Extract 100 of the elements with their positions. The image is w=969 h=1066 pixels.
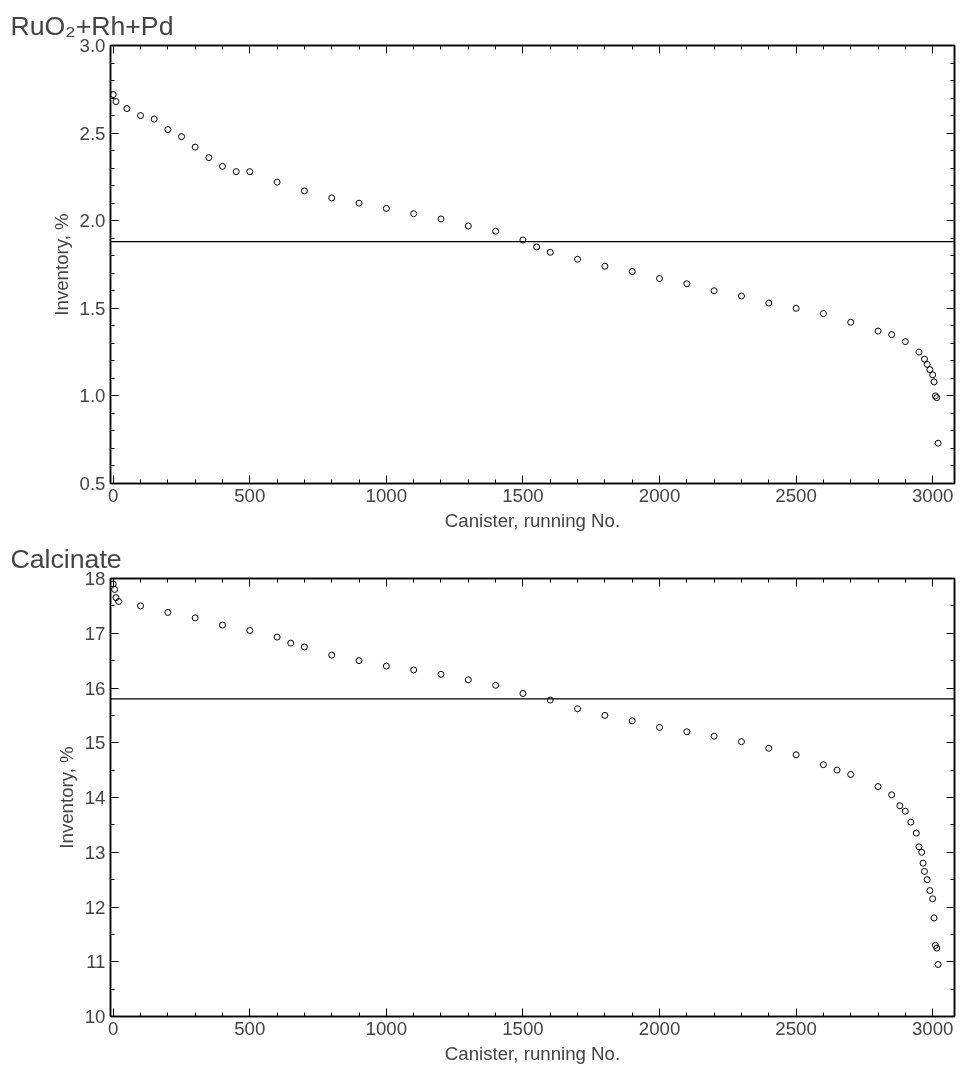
point — [164, 126, 172, 134]
point — [150, 115, 158, 123]
point — [410, 210, 418, 218]
x-tick-label: 1000 — [365, 484, 408, 506]
point — [601, 711, 609, 719]
point — [191, 143, 199, 151]
point — [382, 662, 390, 670]
point — [382, 204, 390, 212]
x-tick-label: 500 — [234, 1017, 266, 1039]
point — [492, 681, 500, 689]
point — [287, 639, 295, 647]
point — [533, 243, 541, 251]
point — [273, 178, 281, 186]
point — [765, 299, 773, 307]
point — [926, 366, 934, 374]
y-tick-label: 12 — [84, 896, 106, 918]
x-axis-title: Canister, running No. — [444, 1042, 621, 1064]
point — [926, 887, 934, 895]
point — [437, 670, 445, 678]
point — [888, 331, 896, 339]
point — [930, 914, 938, 922]
point — [765, 744, 773, 752]
point — [907, 818, 915, 826]
point — [112, 594, 120, 602]
x-tick-label: 2000 — [638, 484, 681, 506]
point — [901, 807, 909, 815]
point — [923, 876, 931, 884]
y-axis-title: Inventory, % — [55, 746, 77, 849]
point — [115, 598, 123, 605]
point — [737, 292, 745, 300]
point — [355, 199, 363, 207]
point — [601, 262, 609, 270]
y-axis-title: Inventory, % — [50, 213, 72, 316]
x-tick-label: 500 — [234, 484, 266, 506]
point — [232, 168, 240, 176]
point — [137, 602, 145, 610]
point — [918, 848, 926, 856]
y-tick-label: 11 — [86, 951, 106, 973]
point — [437, 215, 445, 223]
x-tick-label: 1500 — [502, 1017, 544, 1039]
point — [929, 371, 937, 379]
point — [923, 360, 931, 368]
x-tick-label: 2500 — [775, 1017, 817, 1039]
point — [218, 621, 226, 629]
point — [737, 738, 745, 746]
y-tick-label: 14 — [84, 787, 106, 808]
y-tick-label: 2.0 — [79, 210, 106, 232]
point — [328, 651, 336, 659]
point — [628, 717, 636, 725]
point — [164, 608, 172, 616]
point — [355, 657, 363, 665]
point — [300, 187, 308, 195]
point — [920, 355, 928, 363]
y-tick-label: 3.0 — [79, 35, 106, 56]
point — [111, 585, 119, 593]
point — [931, 941, 939, 949]
point — [519, 689, 527, 697]
y-tick-label: 13 — [84, 841, 106, 863]
point — [683, 728, 691, 736]
point — [110, 91, 117, 99]
point — [901, 338, 909, 346]
point — [930, 378, 938, 386]
point — [920, 867, 928, 875]
point — [574, 705, 582, 713]
point — [934, 439, 942, 447]
point — [874, 783, 882, 791]
x-axis-title: Canister, running No. — [444, 509, 621, 531]
point — [137, 112, 145, 120]
point — [300, 643, 308, 651]
point — [218, 162, 226, 170]
point — [919, 859, 927, 867]
point — [273, 633, 281, 641]
point — [628, 268, 636, 275]
point — [110, 580, 117, 588]
point — [328, 194, 336, 202]
point — [819, 761, 827, 769]
y-tick-label: 17 — [84, 622, 106, 644]
point — [123, 105, 131, 113]
point — [819, 310, 827, 318]
point — [934, 960, 942, 968]
x-tick-label: 1500 — [502, 484, 544, 506]
point — [912, 829, 920, 837]
point — [191, 614, 199, 622]
point — [847, 771, 855, 778]
point — [792, 751, 800, 759]
point — [847, 318, 855, 326]
point — [546, 248, 554, 256]
point — [492, 227, 500, 235]
y-tick-label: 2.5 — [79, 122, 106, 144]
point — [792, 304, 800, 312]
point — [246, 627, 254, 635]
point — [874, 327, 882, 335]
y-tick-label: 16 — [84, 677, 106, 699]
x-tick-label: 0 — [108, 1017, 119, 1039]
x-tick-label: 0 — [108, 484, 119, 506]
y-tick-label: 15 — [84, 732, 106, 754]
point — [574, 255, 582, 263]
y-tick-label: 1.5 — [79, 297, 106, 319]
x-tick-label: 1000 — [365, 1017, 408, 1039]
point — [464, 222, 472, 230]
